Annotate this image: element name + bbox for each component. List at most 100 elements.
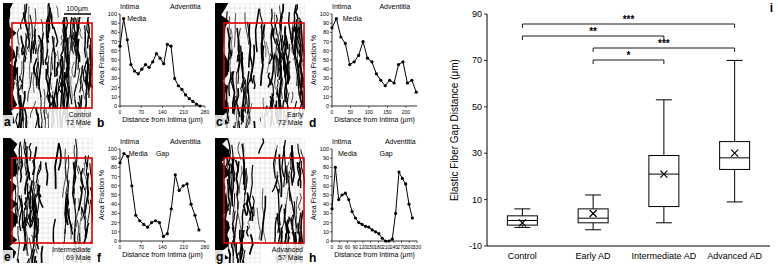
median — [720, 157, 750, 158]
micrograph-grid — [43, 3, 44, 128]
data-point — [357, 54, 360, 57]
micrograph-fibre — [37, 161, 41, 176]
panel-letter: b — [97, 116, 104, 130]
x-tick — [405, 106, 406, 108]
micrograph-fibre — [237, 252, 240, 263]
micrograph-fibre — [291, 145, 292, 185]
micrograph-fibre — [234, 122, 236, 128]
plot-data — [507, 60, 749, 229]
micrograph-roi — [224, 158, 304, 243]
y-tick — [118, 41, 120, 42]
y-tick-label: 50 — [111, 57, 117, 63]
y-tick — [484, 14, 487, 15]
x-tick — [183, 241, 184, 243]
data-point — [189, 203, 192, 206]
data-point — [146, 226, 149, 229]
micrograph-grid — [215, 98, 305, 99]
micrograph-fibre — [33, 72, 35, 93]
data-point — [344, 42, 347, 45]
micrograph-grid — [3, 228, 93, 229]
plot-data — [118, 17, 201, 108]
micrograph-fibre — [27, 214, 31, 228]
micrograph-fibre — [78, 39, 80, 62]
data-point — [375, 72, 378, 75]
micrograph-fibre — [240, 230, 244, 263]
micrograph-grid — [3, 188, 93, 189]
micrograph-fibre — [15, 113, 18, 128]
micrograph-grid — [38, 138, 39, 263]
micrograph-caption: 72 Male — [66, 119, 91, 126]
data-point — [381, 237, 384, 240]
micrograph-fibre — [229, 72, 231, 96]
x-tick — [401, 241, 402, 243]
y-tick-label: 60 — [323, 183, 329, 189]
micrograph-fibre — [14, 46, 17, 79]
micrograph-fibre — [279, 53, 281, 80]
micrograph-fibre — [20, 143, 22, 164]
x-axis — [332, 241, 417, 242]
micrograph-fibre — [242, 230, 244, 251]
y-tick — [330, 50, 332, 51]
micrograph-fibre — [38, 40, 41, 85]
micrograph-fibre — [225, 159, 228, 171]
y-tick — [330, 149, 332, 150]
data-line — [332, 167, 412, 241]
y-tick — [118, 176, 120, 177]
significance-label: *** — [623, 14, 635, 25]
data-point — [195, 103, 198, 106]
x-axis-label: Distance from Intima (μm) — [122, 251, 203, 259]
micrograph-intima — [3, 3, 17, 128]
y-tick — [330, 41, 332, 42]
region-label: Intima — [332, 138, 351, 145]
micrograph-fibre — [282, 204, 286, 230]
micrograph-fibre — [261, 196, 265, 241]
micrograph-fibre — [74, 68, 80, 95]
y-tick-label: 30 — [323, 210, 329, 216]
y-tick — [484, 60, 487, 61]
data-point — [410, 79, 413, 82]
data-point — [401, 177, 404, 180]
y-tick — [118, 78, 120, 79]
data-point — [397, 170, 400, 173]
y-tick — [330, 23, 332, 24]
whisker-cap-upper — [585, 194, 601, 195]
micrograph-fibre — [227, 85, 229, 121]
y-tick-label: 20 — [323, 220, 329, 226]
mean-marker-stroke — [590, 210, 597, 217]
data-point — [330, 207, 333, 210]
micrograph-fibre — [247, 77, 251, 94]
x-tick-label: 330 — [413, 244, 422, 250]
y-tick-label: 30 — [111, 75, 117, 81]
y-tick — [118, 14, 120, 15]
whisker-cap-lower — [656, 222, 672, 223]
y-tick — [330, 204, 332, 205]
micrograph-fibre — [298, 144, 301, 175]
data-point — [148, 66, 151, 69]
y-tick — [330, 14, 332, 15]
micrograph-fibre — [294, 26, 297, 39]
micrograph-grid — [3, 183, 93, 184]
micrograph-fibre — [244, 203, 247, 216]
micrograph-image — [215, 3, 305, 128]
micrograph-roi — [12, 158, 92, 243]
box — [720, 142, 750, 170]
region-label: Intima — [332, 3, 351, 10]
micrograph-caption: Advanced — [272, 246, 303, 253]
whisker-cap-upper — [727, 60, 743, 61]
micrograph-fibre — [65, 55, 69, 81]
panel-letter: f — [97, 251, 102, 265]
micrograph-grid — [215, 3, 305, 4]
micrograph-fibre — [23, 45, 25, 62]
micrograph-fibre — [269, 54, 271, 64]
micrograph-fibre — [49, 8, 50, 31]
y-tick-label: 40 — [323, 201, 329, 207]
micrograph-fibre — [236, 243, 239, 264]
x-tick — [332, 241, 333, 243]
data-point — [335, 17, 338, 20]
x-tick — [393, 241, 394, 243]
y-tick — [330, 176, 332, 177]
y-axis-label: Area Fraction % — [310, 170, 317, 220]
micrograph-fibre — [88, 206, 90, 224]
x-tick-label: 0 — [331, 244, 334, 250]
y-tick-label: 90 — [323, 155, 329, 161]
